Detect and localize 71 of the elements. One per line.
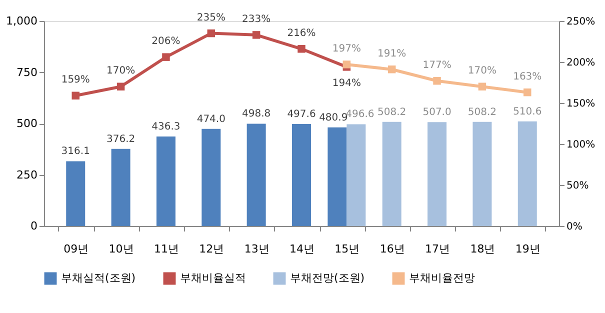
x-tick-label: 14년 xyxy=(290,242,314,256)
bar xyxy=(428,122,447,226)
data-label: 170% xyxy=(106,66,136,77)
point xyxy=(433,76,441,85)
point xyxy=(524,88,532,96)
point xyxy=(162,53,170,61)
bar xyxy=(66,161,86,226)
y-tick-label: 250 xyxy=(16,168,38,182)
y2-tick-label: 0% xyxy=(566,222,582,232)
y-tick-label: 750 xyxy=(16,66,38,79)
x-tick-label: 13년 xyxy=(244,242,270,256)
data-label: 197% xyxy=(332,43,361,54)
data-label: 480.9 xyxy=(319,112,348,124)
data-label: 508.2 xyxy=(468,106,497,118)
point xyxy=(478,82,486,90)
y-tick-label: 500 xyxy=(16,117,38,130)
x-tick-label: 10년 xyxy=(108,242,134,256)
bar xyxy=(111,148,130,226)
data-label: 159% xyxy=(61,74,90,86)
data-label: 177% xyxy=(422,60,452,71)
x-tick-label: 17년 xyxy=(425,242,450,256)
bar xyxy=(246,124,266,226)
point xyxy=(342,60,351,68)
data-label: 376.2 xyxy=(106,134,136,145)
x-tick-label: 15년 xyxy=(334,242,360,256)
bar xyxy=(156,136,176,226)
legend-label: 부채실적(조원) xyxy=(61,272,136,285)
data-label: 163% xyxy=(513,71,542,82)
point xyxy=(388,66,396,74)
data-label: 474.0 xyxy=(196,114,226,125)
data-label: 507.0 xyxy=(422,107,452,118)
data-label: 170% xyxy=(468,66,496,77)
x-tick-label: 19년 xyxy=(515,242,540,256)
y-tick-label: 0 xyxy=(30,220,38,232)
x-tick-label: 12년 xyxy=(199,242,224,256)
point xyxy=(207,29,216,38)
data-label: 233% xyxy=(242,14,271,25)
bar xyxy=(292,124,311,226)
data-label: 216% xyxy=(287,28,316,39)
data-label: 206% xyxy=(152,36,180,48)
data-label: 498.8 xyxy=(242,108,271,120)
legend-label: 부채비율전망 xyxy=(409,272,475,285)
data-label: 510.6 xyxy=(513,106,542,118)
data-label: 496.6 xyxy=(346,109,374,120)
legend-label: 부채전망(조원) xyxy=(290,272,365,285)
x-tick-label: 11년 xyxy=(154,242,179,256)
data-label: 191% xyxy=(378,48,406,60)
y2-tick-label: 250% xyxy=(566,16,596,28)
y2-tick-label: 100% xyxy=(566,140,596,150)
y2-tick-label: 50% xyxy=(566,180,589,192)
point xyxy=(72,92,80,100)
y2-tick-label: 150% xyxy=(566,98,596,110)
bar xyxy=(382,122,402,226)
bar xyxy=(202,128,221,226)
bar xyxy=(518,121,537,226)
point xyxy=(116,82,125,90)
data-label: 497.6 xyxy=(287,108,316,120)
data-label: 436.3 xyxy=(152,122,180,133)
data-label: 194% xyxy=(332,78,361,89)
data-label: 316.1 xyxy=(61,146,90,158)
bar xyxy=(472,122,492,226)
point xyxy=(298,45,306,53)
legend-label: 부채비율실적 xyxy=(180,272,246,285)
y-tick-label: 1,000 xyxy=(6,14,38,28)
x-tick-label: 16년 xyxy=(380,242,405,256)
data-label: 235% xyxy=(196,12,226,24)
y2-tick-label: 200% xyxy=(566,58,596,68)
data-label: 508.2 xyxy=(378,106,406,118)
point xyxy=(252,31,260,39)
x-tick-label: 09년 xyxy=(64,242,89,256)
x-tick-label: 18년 xyxy=(470,242,496,256)
